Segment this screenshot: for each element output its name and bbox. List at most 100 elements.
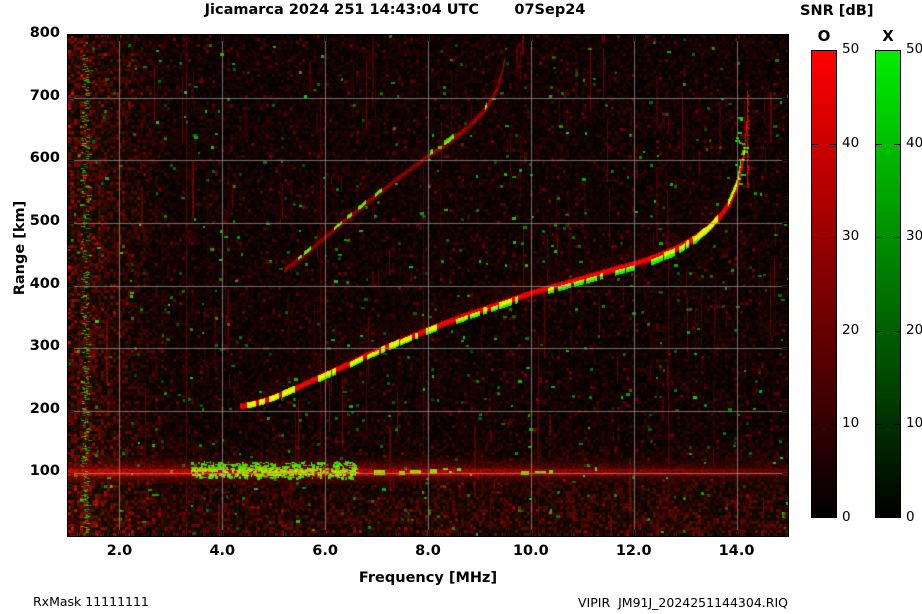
y-axis-tick xyxy=(67,122,71,124)
y-axis-tick xyxy=(67,498,71,500)
x-axis-tick xyxy=(386,34,388,38)
x-axis-tick xyxy=(150,34,152,38)
x-axis-tick xyxy=(314,533,316,537)
colorbar-tick-label: 50 xyxy=(842,41,860,57)
x-axis-tick xyxy=(674,34,676,38)
x-tick-label: 8.0 xyxy=(415,543,441,559)
x-axis-tick xyxy=(448,34,450,38)
y-axis-tick xyxy=(785,448,789,450)
x-axis-tick xyxy=(294,34,296,38)
colorbar-tick-label: 30 xyxy=(842,228,860,244)
colorbar-tick xyxy=(830,331,837,332)
x-axis-tick xyxy=(705,34,707,38)
y-axis-tick xyxy=(785,335,789,337)
y-axis-tick xyxy=(785,260,789,262)
x-axis-tick xyxy=(777,34,779,38)
x-axis-tick xyxy=(273,34,275,38)
x-axis-tick xyxy=(345,533,347,537)
x-axis-tick xyxy=(386,533,388,537)
y-axis-tick xyxy=(785,210,789,212)
x-axis-tick xyxy=(644,533,645,537)
y-axis-tick xyxy=(785,523,789,525)
y-axis-tick xyxy=(67,298,71,300)
x-axis-tick xyxy=(325,34,327,41)
ionogram-plot[interactable] xyxy=(67,34,789,537)
x-axis-tick xyxy=(129,34,131,38)
x-axis-tick xyxy=(623,533,625,537)
y-axis-tick xyxy=(782,348,789,350)
y-axis-tick xyxy=(67,423,71,425)
y-axis-tick xyxy=(785,110,789,112)
x-axis-tick xyxy=(592,34,594,38)
x-axis-tick xyxy=(726,34,728,38)
colorbar-o-heading: O xyxy=(817,27,831,45)
x-axis-tick xyxy=(613,34,615,38)
x-axis-tick xyxy=(109,533,111,537)
colorbar-tick xyxy=(875,424,882,425)
x-axis-tick xyxy=(212,34,213,38)
colorbar-x-scale[interactable] xyxy=(875,50,901,518)
x-axis-tick xyxy=(582,34,584,38)
y-axis-tick xyxy=(785,423,789,425)
x-tick-label: 10.0 xyxy=(512,543,549,559)
y-axis-tick xyxy=(67,272,71,274)
y-axis-tick xyxy=(67,160,74,162)
x-axis-tick xyxy=(623,34,625,38)
x-axis-tick xyxy=(572,533,573,537)
x-axis-tick xyxy=(232,533,234,537)
y-axis-tick xyxy=(785,510,789,512)
x-axis-tick xyxy=(788,533,789,537)
x-axis-tick xyxy=(572,34,573,38)
x-axis-tick xyxy=(68,34,69,38)
colorbar-tick-label: 50 xyxy=(906,41,922,57)
x-axis-tick xyxy=(530,530,532,537)
y-axis-tick xyxy=(785,485,789,487)
x-axis-tick xyxy=(345,34,347,38)
colorbar-tick-label: 40 xyxy=(906,135,922,151)
y-axis-tick xyxy=(67,247,71,249)
x-axis-tick xyxy=(602,34,604,38)
x-axis-tick xyxy=(592,533,594,537)
x-axis-tick xyxy=(777,533,779,537)
x-axis-tick xyxy=(767,533,769,537)
x-axis-tick xyxy=(304,533,306,537)
y-axis-tick xyxy=(785,323,789,325)
y-axis-tick xyxy=(67,473,74,475)
y-axis-tick xyxy=(785,310,789,312)
x-axis-tick xyxy=(140,34,141,38)
y-axis-tick xyxy=(785,72,789,74)
y-axis-tick xyxy=(67,348,74,350)
x-axis-tick xyxy=(160,533,162,537)
x-axis-tick xyxy=(705,533,707,537)
ionogram-canvas[interactable] xyxy=(68,35,788,536)
y-axis-tick xyxy=(785,135,789,137)
x-axis-tick xyxy=(428,34,429,41)
colorbar-tick-label: 20 xyxy=(906,322,922,338)
colorbar-title: SNR [dB] xyxy=(800,3,874,19)
x-axis-tick xyxy=(582,533,584,537)
x-axis-tick xyxy=(438,533,440,537)
y-axis-tick xyxy=(785,435,789,437)
x-tick-label: 12.0 xyxy=(615,543,652,559)
x-axis-tick xyxy=(304,34,306,38)
y-axis-tick xyxy=(67,410,74,412)
x-axis-tick xyxy=(695,533,697,537)
x-axis-tick xyxy=(458,533,460,537)
y-tick-label: 300 xyxy=(29,338,60,355)
x-axis-tick xyxy=(109,34,111,38)
x-axis-tick xyxy=(417,533,419,537)
y-axis-tick xyxy=(67,485,71,487)
colorbar-o-scale[interactable] xyxy=(811,50,837,518)
y-tick-label: 400 xyxy=(29,275,60,292)
y-axis-tick xyxy=(67,110,71,112)
colorbar-tick-label: 0 xyxy=(906,509,915,525)
x-axis-tick xyxy=(201,533,203,537)
y-axis-tick xyxy=(67,335,71,337)
colorbar-tick xyxy=(830,144,837,145)
x-axis-tick xyxy=(284,34,285,38)
y-axis-tick xyxy=(67,260,71,262)
x-axis-tick xyxy=(551,34,553,38)
y-axis-tick xyxy=(67,435,71,437)
colorbar-tick-label: 10 xyxy=(906,415,922,431)
